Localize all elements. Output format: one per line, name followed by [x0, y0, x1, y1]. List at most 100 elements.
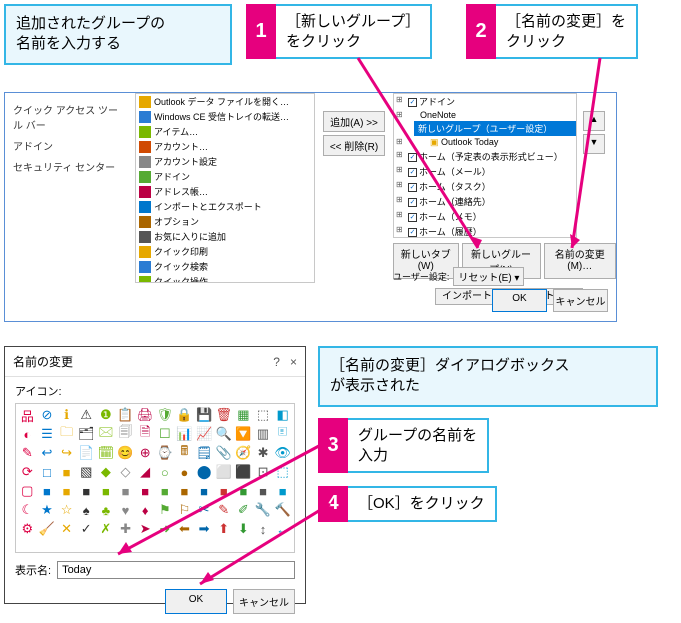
- icon-choice[interactable]: 🗂: [77, 425, 96, 443]
- icon-choice[interactable]: ▥: [254, 425, 273, 443]
- command-item[interactable]: アカウント設定: [136, 154, 314, 169]
- remove-button[interactable]: << 削除(R): [323, 135, 385, 156]
- icon-choice[interactable]: 💾: [195, 406, 214, 424]
- command-item[interactable]: インポートとエクスポート: [136, 199, 314, 214]
- icon-choice[interactable]: ➤: [136, 520, 155, 538]
- command-item[interactable]: アカウント…: [136, 139, 314, 154]
- icon-choice[interactable]: 📋: [116, 406, 135, 424]
- icon-choice[interactable]: ■: [116, 482, 135, 500]
- icon-choice[interactable]: ⬅: [175, 520, 194, 538]
- icon-choice[interactable]: ☐: [155, 425, 174, 443]
- rename-ok-button[interactable]: OK: [165, 589, 227, 614]
- icon-choice[interactable]: ✎: [18, 444, 37, 462]
- icon-choice[interactable]: ✗: [97, 520, 116, 538]
- icon-choice[interactable]: 🔽: [234, 425, 253, 443]
- icon-choice[interactable]: ⚠: [77, 406, 96, 424]
- icon-choice[interactable]: 🖩: [175, 444, 194, 462]
- icon-choice[interactable]: ⊘: [38, 406, 57, 424]
- options-ok-button[interactable]: OK: [492, 289, 547, 312]
- icon-choice[interactable]: ⬛: [234, 463, 253, 481]
- icon-choice[interactable]: ■: [234, 482, 253, 500]
- command-item[interactable]: クイック印刷: [136, 244, 314, 259]
- icon-choice[interactable]: ◢: [136, 463, 155, 481]
- nav-item[interactable]: セキュリティ センター: [11, 156, 121, 177]
- icon-choice[interactable]: 🗀: [57, 425, 76, 443]
- tree-item[interactable]: ✓ホーム（連絡先）: [394, 194, 576, 209]
- icon-choice[interactable]: ⬚: [273, 463, 292, 481]
- icon-choice[interactable]: ■: [57, 482, 76, 500]
- nav-item[interactable]: クイック アクセス ツール バー: [11, 99, 121, 135]
- icon-choice[interactable]: ♠: [77, 501, 96, 519]
- icon-choice[interactable]: ⊡: [254, 463, 273, 481]
- tree-item[interactable]: ✓ホーム（メモ）: [394, 209, 576, 224]
- icon-choice[interactable]: ▧: [77, 463, 96, 481]
- icon-choice[interactable]: ℹ: [57, 406, 76, 424]
- icon-choice[interactable]: ♥: [116, 501, 135, 519]
- add-button[interactable]: 追加(A) >>: [323, 111, 385, 132]
- tree-item[interactable]: ✓ホーム（予定表の表示形式ビュー）: [394, 149, 576, 164]
- icon-choice[interactable]: ■: [136, 482, 155, 500]
- icon-choice[interactable]: 📄: [77, 444, 96, 462]
- icon-choice[interactable]: ✚: [116, 520, 135, 538]
- ribbon-tree[interactable]: ✓アドイン OneNote 新しいグループ（ユーザー設定） ▣ Outlook …: [393, 93, 577, 238]
- tree-item[interactable]: ✓ホーム（履歴）: [394, 224, 576, 238]
- icon-choice[interactable]: ❶: [97, 406, 116, 424]
- command-item[interactable]: お気に入りに追加: [136, 229, 314, 244]
- icon-choice[interactable]: 🖂: [97, 425, 116, 443]
- command-item[interactable]: オプション: [136, 214, 314, 229]
- icon-choice[interactable]: ☆: [57, 501, 76, 519]
- icon-choice[interactable]: ✐: [234, 501, 253, 519]
- icon-choice[interactable]: ■: [273, 482, 292, 500]
- nav-item[interactable]: アドイン: [11, 135, 121, 156]
- icon-choice[interactable]: 🛡: [155, 406, 174, 424]
- icon-choice[interactable]: ✎: [214, 501, 233, 519]
- icon-choice[interactable]: 😊: [116, 444, 135, 462]
- icon-choice[interactable]: 📈: [195, 425, 214, 443]
- tree-item[interactable]: OneNote: [394, 109, 576, 121]
- icon-choice[interactable]: ⬜: [214, 463, 233, 481]
- icon-choice[interactable]: ♦: [136, 501, 155, 519]
- icon-choice[interactable]: ◐: [18, 425, 37, 443]
- rename-button[interactable]: 名前の変更(M)…: [544, 243, 616, 279]
- icon-choice[interactable]: ♣: [97, 501, 116, 519]
- icon-choice[interactable]: ⬇: [234, 520, 253, 538]
- icon-choice[interactable]: ■: [57, 463, 76, 481]
- icon-choice[interactable]: ◧: [273, 406, 292, 424]
- tree-item[interactable]: ✓ホーム（タスク）: [394, 179, 576, 194]
- icon-choice[interactable]: 🗑: [214, 406, 233, 424]
- command-item[interactable]: アドイン: [136, 169, 314, 184]
- icon-choice[interactable]: ⚐: [175, 501, 194, 519]
- tree-item[interactable]: ▣ Outlook Today: [394, 136, 576, 149]
- icon-choice[interactable]: ⬚: [254, 406, 273, 424]
- icon-choice[interactable]: ✱: [254, 444, 273, 462]
- help-icon[interactable]: ?: [273, 355, 280, 369]
- icon-choice[interactable]: ✕: [57, 520, 76, 538]
- command-item[interactable]: クイック操作: [136, 274, 314, 283]
- icon-choice[interactable]: ⌚: [155, 444, 174, 462]
- icon-choice[interactable]: 🧭: [234, 444, 253, 462]
- icon-picker-grid[interactable]: 品⊘ℹ⚠❶📋🖨🛡🔒💾🗑▦⬚◧◐☰🗀🗂🖂🗐🗎☐📊📈🔍🔽▥🗉✎↩↪📄🗓😊⊕⌚🖩🗒📎🧭…: [15, 403, 295, 553]
- move-down-button[interactable]: ▼: [583, 134, 605, 154]
- command-item[interactable]: アイテム…: [136, 124, 314, 139]
- icon-choice[interactable]: ➜: [155, 520, 174, 538]
- command-item[interactable]: Outlook データ ファイルを開く…: [136, 94, 314, 109]
- icon-choice[interactable]: ■: [175, 482, 194, 500]
- icon-choice[interactable]: ◇: [116, 463, 135, 481]
- icon-choice[interactable]: ●: [175, 463, 194, 481]
- command-item[interactable]: Windows CE 受信トレイの転送…: [136, 109, 314, 124]
- icon-choice[interactable]: ■: [254, 482, 273, 500]
- icon-choice[interactable]: ✂: [195, 501, 214, 519]
- icon-choice[interactable]: ⬤: [195, 463, 214, 481]
- icon-choice[interactable]: ↔: [273, 520, 292, 538]
- tree-selected-group[interactable]: 新しいグループ（ユーザー設定）: [414, 121, 576, 136]
- icon-choice[interactable]: ■: [155, 482, 174, 500]
- icon-choice[interactable]: ↕: [254, 520, 273, 538]
- icon-choice[interactable]: 📎: [214, 444, 233, 462]
- icon-choice[interactable]: ↩: [38, 444, 57, 462]
- rename-cancel-button[interactable]: キャンセル: [233, 589, 295, 614]
- display-name-input[interactable]: [57, 561, 295, 579]
- icon-choice[interactable]: ↪: [57, 444, 76, 462]
- icon-choice[interactable]: ⚑: [155, 501, 174, 519]
- icon-choice[interactable]: 🖨: [136, 406, 155, 424]
- icon-choice[interactable]: 🗓: [97, 444, 116, 462]
